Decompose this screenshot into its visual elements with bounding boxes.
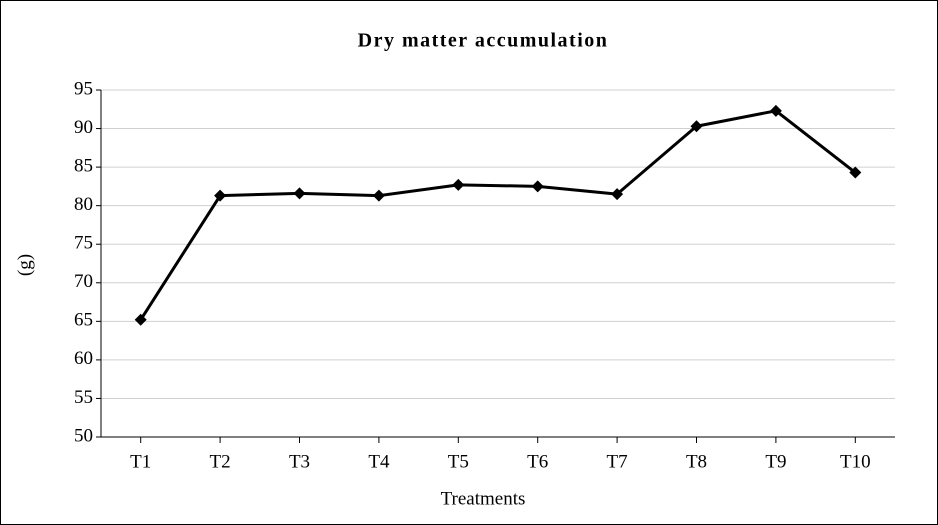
data-point bbox=[452, 178, 465, 191]
x-tick-label: T5 bbox=[448, 451, 469, 472]
y-tick-label: 65 bbox=[74, 310, 93, 331]
y-tick-label: 60 bbox=[74, 348, 93, 369]
data-point bbox=[293, 187, 306, 200]
data-point bbox=[372, 189, 385, 202]
data-line bbox=[139, 109, 857, 321]
y-axis-label: (g) bbox=[14, 254, 35, 276]
data-point bbox=[769, 104, 782, 117]
y-tick-label: 55 bbox=[74, 387, 93, 408]
x-tick-label: T1 bbox=[130, 451, 151, 472]
data-point bbox=[690, 120, 703, 133]
data-point bbox=[611, 188, 624, 201]
y-tick-label: 80 bbox=[74, 194, 93, 215]
data-point bbox=[531, 180, 544, 193]
x-tick-label: T4 bbox=[368, 451, 390, 472]
x-tick-label: T7 bbox=[607, 451, 628, 472]
x-tick-label: T3 bbox=[289, 451, 310, 472]
y-tick-label: 95 bbox=[74, 78, 93, 99]
x-tick-label: T6 bbox=[527, 451, 548, 472]
x-tick-label: T8 bbox=[686, 451, 707, 472]
y-tick-label: 50 bbox=[74, 425, 93, 446]
chart-title: Dry matter accumulation bbox=[358, 30, 609, 52]
y-tick-label: 75 bbox=[74, 233, 93, 254]
x-tick-label: T9 bbox=[765, 451, 786, 472]
y-tick-label: 70 bbox=[74, 271, 93, 292]
y-tick-label: 90 bbox=[74, 117, 93, 138]
x-tick-label: T2 bbox=[210, 451, 231, 472]
y-tick-label: 85 bbox=[74, 155, 93, 176]
data-point bbox=[849, 166, 862, 179]
data-point bbox=[214, 189, 227, 202]
x-tick-label: T10 bbox=[840, 451, 871, 472]
x-axis-label: Treatments bbox=[441, 488, 526, 509]
data-point bbox=[134, 313, 147, 326]
